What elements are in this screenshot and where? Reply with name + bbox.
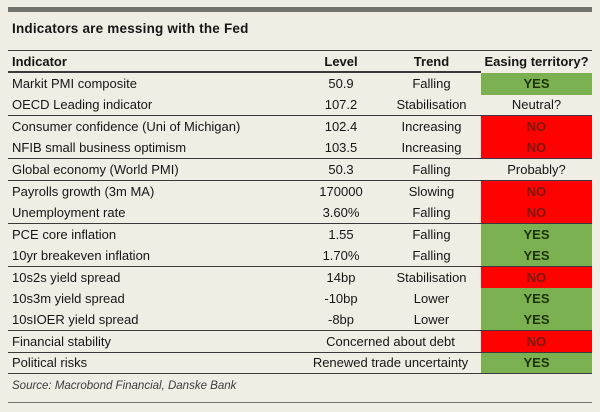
column-header-indicator: Indicator: [12, 54, 67, 69]
easing-cell: NO: [481, 180, 592, 202]
table-header-row: Indicator Level Trend Easing territory?: [8, 50, 592, 72]
trend-cell: Stabilisation: [396, 97, 467, 113]
indicator-cell: Unemployment rate: [12, 204, 126, 220]
level-cell: 1.70%: [322, 247, 360, 263]
table-row: PCE core inflation 1.55 Falling YES: [8, 223, 592, 245]
indicator-cell: 10yr breakeven inflation: [12, 247, 151, 263]
indicator-cell: NFIB small business optimism: [12, 140, 187, 156]
easing-cell: YES: [481, 73, 592, 95]
table-row: Financial stability Concerned about debt…: [8, 331, 592, 353]
note-cell: Concerned about debt: [326, 333, 455, 349]
bottom-rule: [8, 402, 592, 403]
table-row: Political risks Renewed trade uncertaint…: [8, 352, 592, 374]
indicator-cell: 10sIOER yield spread: [12, 312, 139, 328]
indicator-cell: 10s3m yield spread: [12, 291, 125, 307]
easing-cell: NO: [481, 202, 592, 223]
level-cell: 3.60%: [322, 204, 360, 220]
level-cell: 102.4: [324, 119, 358, 135]
easing-cell: NO: [481, 331, 592, 352]
easing-cell: Neutral?: [511, 97, 562, 113]
indicator-cell: Markit PMI composite: [12, 76, 137, 92]
trend-cell: Falling: [412, 247, 451, 263]
easing-cell: YES: [481, 352, 592, 373]
level-cell: 50.9: [328, 76, 354, 92]
easing-cell: Probably?: [507, 161, 566, 177]
trend-cell: Increasing: [401, 140, 462, 156]
easing-cell: YES: [481, 309, 592, 330]
source-note: Source: Macrobond Financial, Danske Bank: [12, 380, 237, 392]
table-row: 10sIOER yield spread -8bp Lower YES: [8, 309, 592, 331]
indicator-cell: Payrolls growth (3m MA): [12, 183, 155, 199]
trend-cell: Falling: [412, 204, 451, 220]
easing-cell: YES: [481, 288, 592, 310]
trend-cell: Stabilisation: [396, 269, 467, 285]
level-cell: 50.3: [328, 161, 354, 177]
trend-cell: Falling: [412, 226, 451, 242]
column-header-trend: Trend: [413, 54, 450, 69]
trend-cell: Slowing: [408, 183, 455, 199]
level-cell: -10bp: [324, 291, 358, 307]
table-body: Markit PMI composite 50.9 Falling YES OE…: [8, 73, 592, 374]
level-cell: 14bp: [326, 269, 356, 285]
level-cell: 170000: [319, 183, 363, 199]
table-row: 10s3m yield spread -10bp Lower YES: [8, 288, 592, 310]
note-cell: Renewed trade uncertainty: [312, 355, 469, 371]
table-row: Payrolls growth (3m MA) 170000 Slowing N…: [8, 180, 592, 202]
column-header-level: Level: [324, 54, 358, 69]
trend-cell: Falling: [412, 161, 451, 177]
trend-cell: Lower: [413, 291, 450, 307]
trend-cell: Lower: [413, 312, 450, 328]
indicator-cell: PCE core inflation: [12, 226, 117, 242]
level-cell: 107.2: [324, 97, 358, 113]
table-row: 10yr breakeven inflation 1.70% Falling Y…: [8, 245, 592, 267]
easing-cell: NO: [481, 116, 592, 138]
table-row: OECD Leading indicator 107.2 Stabilisati…: [8, 95, 592, 116]
table-row: 10s2s yield spread 14bp Stabilisation NO: [8, 266, 592, 288]
easing-cell: NO: [481, 137, 592, 158]
level-cell: 1.55: [328, 226, 354, 242]
top-rule-bar: [8, 7, 592, 12]
level-cell: 103.5: [324, 140, 358, 156]
trend-cell: Increasing: [401, 119, 462, 135]
level-cell: -8bp: [327, 312, 355, 328]
table-row: Unemployment rate 3.60% Falling NO: [8, 202, 592, 224]
table-row: Global economy (World PMI) 50.3 Falling …: [8, 159, 592, 181]
table-row: Markit PMI composite 50.9 Falling YES: [8, 73, 592, 95]
column-header-easing-territory: Easing territory?: [484, 54, 589, 69]
easing-cell: NO: [481, 266, 592, 288]
indicator-cell: Global economy (World PMI): [12, 161, 179, 177]
indicator-cell: 10s2s yield spread: [12, 269, 121, 285]
indicator-cell: OECD Leading indicator: [12, 97, 153, 113]
easing-cell: YES: [481, 245, 592, 266]
indicator-cell: Financial stability: [12, 333, 111, 349]
indicator-cell: Consumer confidence (Uni of Michigan): [12, 119, 241, 135]
trend-cell: Falling: [412, 76, 451, 92]
table-title: Indicators are messing with the Fed: [12, 21, 249, 36]
indicator-cell: Political risks: [12, 355, 88, 371]
easing-cell: YES: [481, 223, 592, 245]
table-row: Consumer confidence (Uni of Michigan) 10…: [8, 116, 592, 138]
table-row: NFIB small business optimism 103.5 Incre…: [8, 137, 592, 159]
header-underline: [8, 71, 481, 73]
